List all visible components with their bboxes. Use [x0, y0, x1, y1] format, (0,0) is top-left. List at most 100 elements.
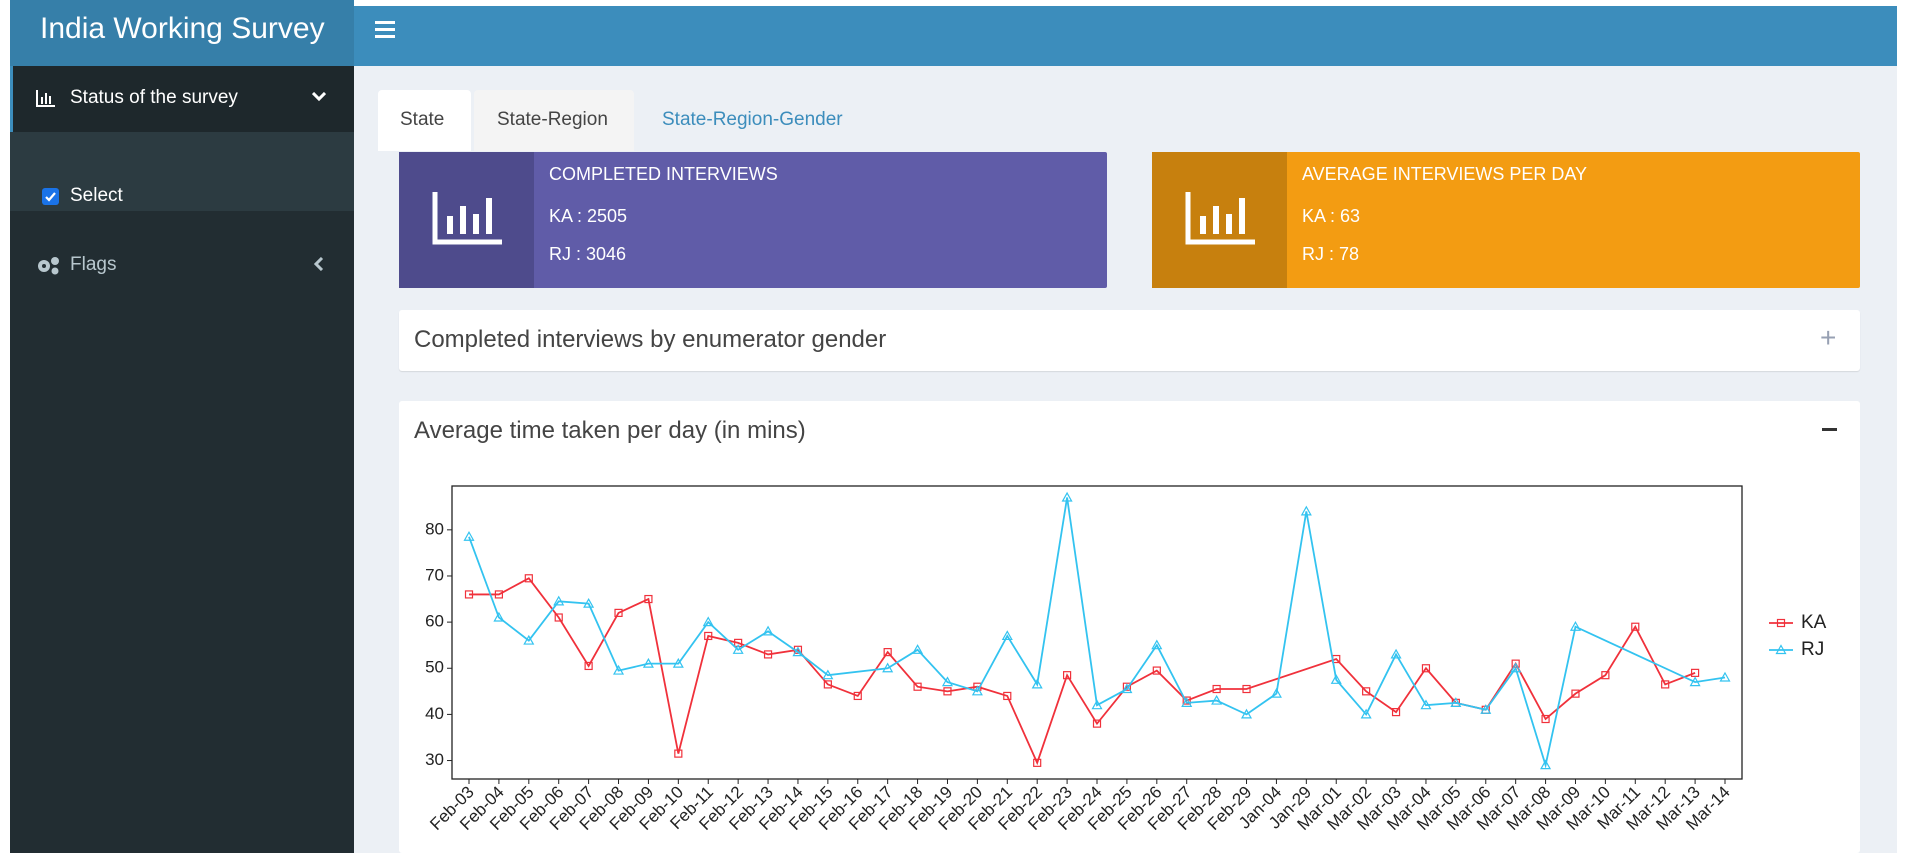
point	[612, 664, 625, 675]
point	[1569, 621, 1582, 631]
point	[912, 644, 924, 654]
point	[1092, 719, 1102, 728]
legend-marker	[1776, 618, 1786, 628]
point	[674, 749, 683, 758]
logo	[10, 0, 354, 66]
point	[1300, 505, 1312, 516]
info-icon-bg	[1152, 152, 1287, 288]
series-line	[469, 577, 1696, 766]
info-icon	[1185, 192, 1255, 245]
chart-icon	[36, 90, 55, 107]
box-title: Completed interviews by enumerator gende…	[414, 326, 887, 353]
legend-label: RJ	[1801, 639, 1824, 660]
point	[1420, 699, 1432, 710]
sidebar-item[interactable]: Status of the survey	[70, 87, 238, 108]
point	[1362, 687, 1371, 696]
point	[1061, 491, 1073, 502]
point	[941, 676, 954, 687]
point	[583, 597, 595, 608]
point	[584, 661, 593, 671]
info-line: RJ : 3046	[549, 244, 627, 264]
menu-toggle[interactable]	[375, 20, 397, 40]
chart: 304050607080Feb-03Feb-04Feb-05Feb-06Feb-…	[425, 485, 1827, 834]
info-icon	[432, 192, 502, 245]
y-tick-label: 40	[425, 704, 444, 723]
legend-label: KA	[1801, 612, 1827, 633]
point	[1121, 683, 1133, 694]
point	[763, 650, 773, 659]
chevron-left	[314, 257, 324, 271]
point	[1181, 697, 1193, 707]
point	[493, 611, 505, 622]
point	[464, 590, 474, 599]
sidebar-item[interactable]: Flags	[70, 254, 117, 275]
point	[1690, 668, 1700, 677]
info-line: RJ : 78	[1302, 244, 1360, 264]
submenu	[10, 132, 354, 211]
y-tick-label: 60	[425, 612, 444, 631]
tab[interactable]: State-Region	[497, 109, 608, 130]
app-title: India Working Survey	[40, 12, 325, 45]
tab-bg[interactable]	[474, 90, 634, 152]
point	[1003, 691, 1012, 701]
checkbox[interactable]	[42, 188, 59, 205]
legend-marker	[1775, 644, 1787, 655]
point	[1122, 682, 1132, 691]
tab-active[interactable]	[378, 90, 471, 152]
point	[1240, 708, 1253, 719]
point	[1211, 694, 1223, 705]
point	[1033, 758, 1042, 767]
point	[524, 574, 533, 583]
y-tick-label: 30	[425, 750, 444, 769]
point	[672, 657, 684, 668]
point	[1541, 714, 1550, 724]
point	[1091, 699, 1103, 710]
point	[732, 644, 744, 654]
gears-icon	[38, 257, 59, 275]
point	[553, 595, 565, 606]
point	[1360, 708, 1372, 719]
point	[642, 657, 654, 668]
info-icon-bg	[399, 152, 534, 288]
point	[913, 682, 922, 691]
point	[1031, 678, 1043, 689]
y-tick-label: 50	[425, 658, 444, 677]
point	[554, 613, 563, 622]
info-title: COMPLETED INTERVIEWS	[549, 164, 778, 184]
point	[1540, 759, 1552, 770]
point	[1631, 622, 1640, 631]
point	[463, 531, 475, 541]
point	[1661, 680, 1670, 689]
y-tick-label: 70	[425, 565, 444, 584]
point	[1450, 697, 1462, 707]
point	[882, 662, 894, 673]
collapsed-box	[399, 310, 1860, 371]
sidebar-active[interactable]	[10, 66, 354, 132]
point	[883, 648, 892, 657]
info-title: AVERAGE INTERVIEWS PER DAY	[1302, 164, 1588, 184]
box-title: Average time taken per day (in mins)	[414, 417, 806, 444]
expand-button[interactable]: +	[1820, 322, 1837, 353]
point	[523, 634, 535, 645]
point	[1480, 704, 1492, 714]
point	[792, 646, 804, 657]
tab[interactable]: State-Region-Gender	[662, 109, 843, 130]
collapse-button[interactable]	[1822, 428, 1837, 431]
point	[1689, 676, 1701, 687]
point	[1182, 696, 1191, 705]
point	[1151, 639, 1163, 650]
point	[1152, 666, 1161, 675]
y-tick-label: 80	[425, 519, 444, 538]
point	[1330, 674, 1342, 684]
chevron-down	[312, 92, 326, 102]
point	[1001, 630, 1013, 641]
point	[1390, 648, 1402, 659]
point	[1391, 707, 1401, 717]
tab[interactable]: State	[400, 109, 445, 130]
point	[1212, 684, 1221, 694]
check	[45, 192, 56, 202]
point	[1062, 671, 1072, 680]
point	[943, 687, 952, 696]
point	[1242, 684, 1251, 694]
point	[644, 594, 653, 604]
